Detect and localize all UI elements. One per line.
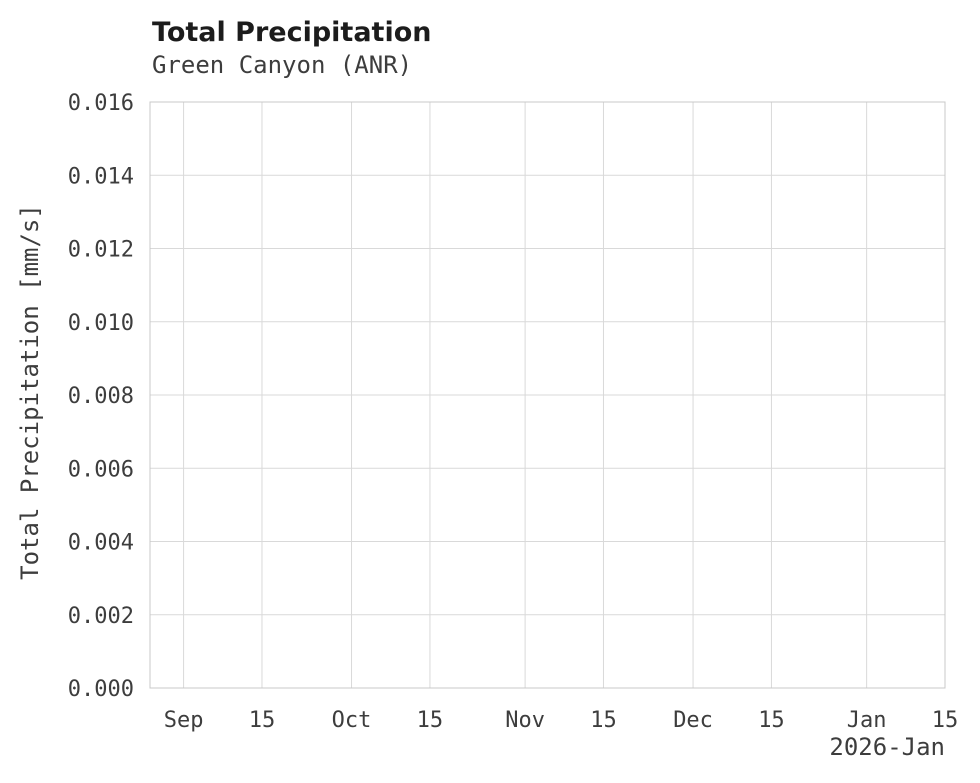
x-tick-label: Nov <box>505 708 545 733</box>
plot-border <box>149 101 946 689</box>
x-tick-label: Sep <box>164 708 204 733</box>
y-tick-label: 0.014 <box>68 164 134 189</box>
chart-subtitle: Green Canyon (ANR) <box>152 51 413 79</box>
y-tick-label: 0.002 <box>68 604 134 629</box>
x-tick-label: Jan <box>847 708 887 733</box>
y-tick-label: 0.006 <box>68 457 134 482</box>
x-tick-label: 15 <box>417 708 444 733</box>
y-tick-label: 0.012 <box>68 238 134 263</box>
chart-title: Total Precipitation <box>152 17 432 48</box>
x-tick-label: 15 <box>249 708 276 733</box>
x-axis-year-label: 2026-Jan <box>829 733 945 761</box>
y-tick-label: 0.016 <box>68 91 134 116</box>
y-tick-label: 0.000 <box>68 677 134 702</box>
x-tick-label: 15 <box>932 708 959 733</box>
y-tick-label: 0.010 <box>68 311 134 336</box>
x-tick-label: 15 <box>758 708 785 733</box>
x-tick-label: 15 <box>590 708 617 733</box>
x-tick-label: Oct <box>332 708 372 733</box>
x-tick-label: Dec <box>673 708 713 733</box>
y-tick-label: 0.008 <box>68 384 134 409</box>
y-tick-label: 0.004 <box>68 531 134 556</box>
